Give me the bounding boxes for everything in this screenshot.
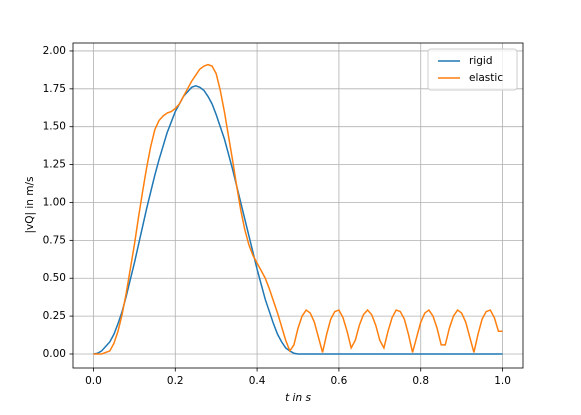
x-tick-label: 0.0 xyxy=(85,375,102,387)
legend-box xyxy=(427,48,518,91)
y-axis-label: |vQ| in m/s xyxy=(24,176,36,233)
y-tick-label: 1.75 xyxy=(43,83,66,95)
x-tick-label: 0.4 xyxy=(249,375,266,387)
series-line xyxy=(93,84,503,355)
plot-frame xyxy=(72,42,524,369)
series-line xyxy=(93,63,503,355)
y-tick-label: 1.00 xyxy=(43,196,66,208)
x-tick-label: 0.2 xyxy=(167,375,184,387)
x-tick-label: 0.8 xyxy=(412,375,429,387)
x-axis-label: t in s xyxy=(285,392,311,404)
y-tick-label: 0.75 xyxy=(43,234,66,246)
y-tick-label: 0.25 xyxy=(43,310,66,322)
y-tick-label: 2.00 xyxy=(43,45,66,57)
y-tick-label: 0.00 xyxy=(43,348,66,360)
y-tick-label: 1.25 xyxy=(43,159,66,171)
y-tick-label: 0.50 xyxy=(43,272,66,284)
y-tick-label: 1.50 xyxy=(43,121,66,133)
legend-label: rigid xyxy=(469,55,492,67)
x-tick-label: 1.0 xyxy=(494,375,511,387)
x-tick-label: 0.6 xyxy=(331,375,348,387)
legend-label: elastic xyxy=(469,72,503,84)
